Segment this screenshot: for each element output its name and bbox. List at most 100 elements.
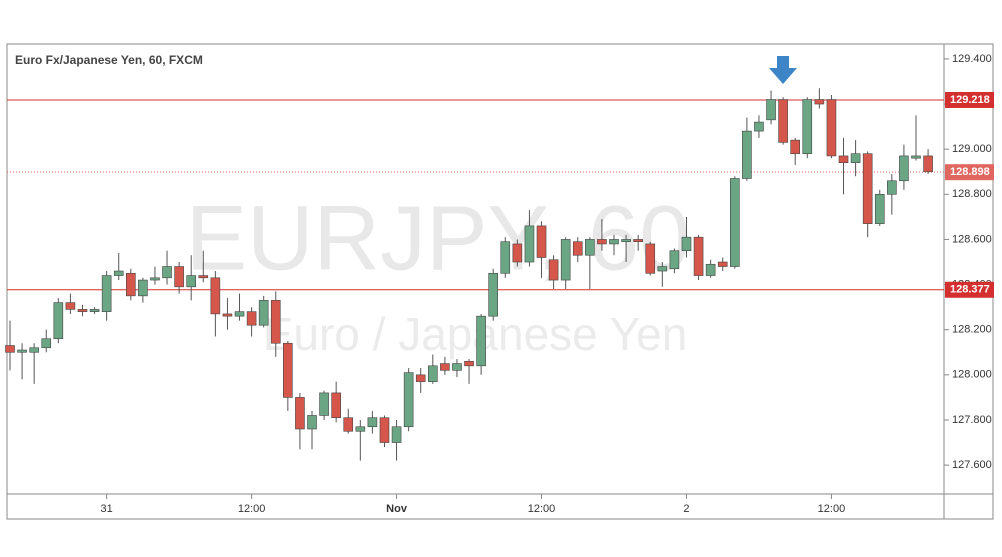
candle-body [162,266,172,279]
x-tick-label: 2 [683,503,689,515]
level-label: 128.377 [950,284,990,296]
candle-body [778,99,788,143]
candle-body [403,372,414,428]
candle-body [621,239,631,242]
candle-body [150,277,160,281]
candle-body [210,277,221,315]
candle-body [101,275,112,312]
candle-body [923,155,933,173]
x-tick-label: 12:00 [528,503,556,515]
x-tick-label: 12:00 [818,503,846,515]
candle-body [572,241,583,256]
last-price-label: 128.898 [950,166,990,178]
candle-body [222,313,233,317]
candle-body [126,272,136,297]
candle-body [198,275,209,279]
candle-body [826,99,837,157]
candle-body [53,302,64,340]
candle-body [89,309,100,312]
candle-body [850,153,861,164]
candle-body [717,261,728,267]
candle-body [476,315,486,367]
candle-body [874,194,885,224]
y-tick-label: 129.400 [952,53,992,65]
candle-body [440,363,450,371]
candle-body [307,415,317,430]
candle-body [585,239,595,256]
candle-body [17,349,27,353]
candle-body [862,153,873,224]
candle-body [512,243,523,263]
y-tick-label: 128.600 [952,233,992,245]
candle-body [633,239,643,242]
candle-body [367,417,378,428]
candle-body [705,263,716,276]
candle-body [343,417,354,432]
level-label: 129.218 [950,94,990,106]
candle-body [790,139,801,154]
candle-body [283,342,293,398]
candle-body [331,392,341,419]
candle-body [899,155,909,182]
candle-body [814,99,825,105]
candle-body [65,302,76,310]
candle-body [427,365,438,382]
candle-body [802,99,813,154]
y-tick-label: 128.000 [952,369,992,381]
candle-body [113,270,124,276]
chart-title: Euro Fx/Japanese Yen, 60, FXCM [15,53,203,67]
candle-body [29,347,39,353]
candle-body [838,155,849,164]
candle-body [355,426,366,432]
candle-body [657,266,668,272]
candle-body [234,311,245,317]
candle-body [754,121,764,132]
candle-body [729,178,740,267]
last-price-box [945,164,994,181]
candle-body [669,250,680,270]
candle-body [597,239,607,245]
candle-body [693,236,704,276]
candle-body [488,272,499,317]
level-label-box [945,281,994,298]
level-label-box [945,91,994,108]
candle-body [645,243,656,274]
y-tick-label: 129.000 [952,143,992,155]
candle-body [186,275,196,288]
y-tick-label: 127.800 [952,414,992,426]
candle-body [41,338,52,349]
candle-body [319,392,329,416]
candle-body [609,239,619,245]
x-tick-label: 31 [101,503,113,515]
candle-body [681,236,692,252]
y-tick-label: 128.800 [952,188,992,200]
y-tick-label: 128.200 [952,324,992,336]
x-tick-label: Nov [386,503,408,515]
y-tick-label: 127.600 [952,459,992,471]
candle-body [766,99,776,121]
candle-body [536,225,547,258]
candle-body [270,300,281,344]
plot-area [5,88,944,461]
watermark-symbol: EURJPY, 60 [186,187,691,289]
candle-body [391,426,402,443]
signal-arrow [769,56,797,84]
candle-body [524,225,535,263]
candle-body [464,361,474,367]
candle-body [246,311,257,326]
candle-body [452,363,462,371]
x-tick-label: 12:00 [238,503,266,515]
candle-body [258,300,269,326]
candle-body [415,374,426,382]
candle-body [77,309,88,312]
watermark-description: Euro / Japanese Yen [263,308,688,360]
candle-body [500,241,511,274]
candle-body [911,155,921,159]
candle-body [138,279,148,297]
candle-body [887,180,897,195]
candle-body [5,345,15,353]
candle-body [560,239,571,281]
candle-body [379,417,390,443]
